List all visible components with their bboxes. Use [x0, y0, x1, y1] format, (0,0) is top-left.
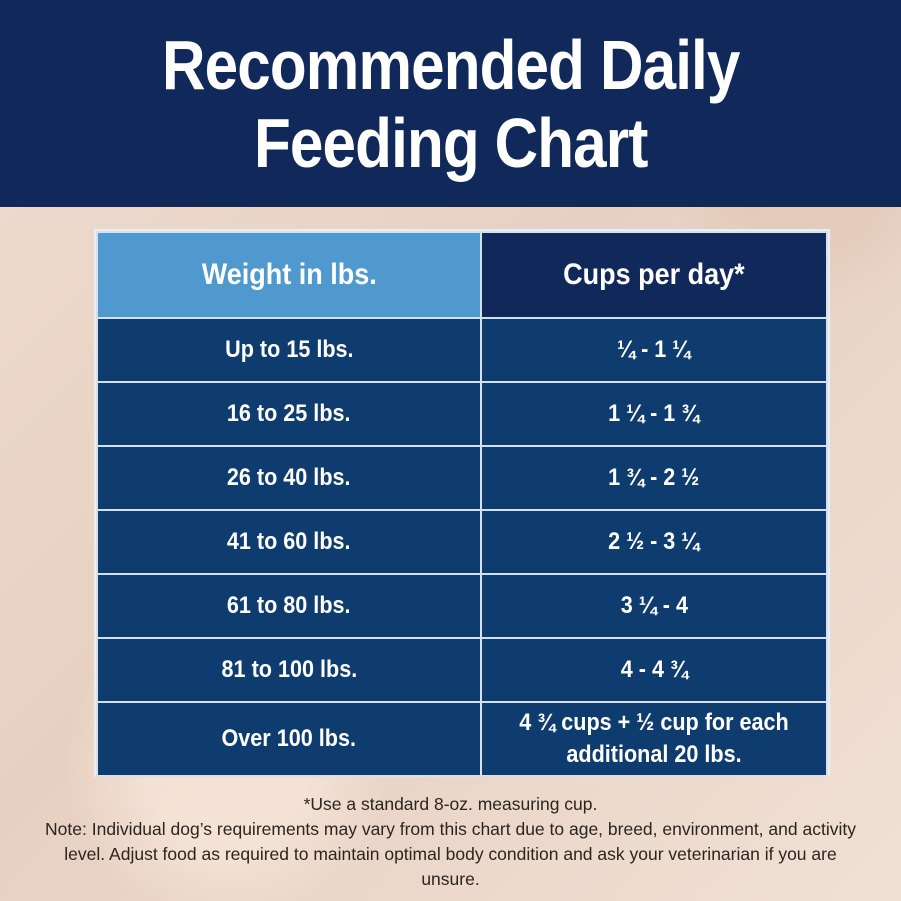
- disclaimer-note: Note: Individual dog’s requirements may …: [45, 819, 856, 889]
- feeding-table-container: Weight in lbs. Cups per day* Up to 15 lb…: [94, 229, 830, 777]
- title-banner: Recommended Daily Feeding Chart: [0, 0, 901, 207]
- table-row: 16 to 25 lbs. 1 ¼ - 1 ¾: [96, 381, 828, 447]
- cups-cell: 2 ½ - 3 ¼: [480, 509, 828, 575]
- table-row: Up to 15 lbs. ¼ - 1 ¼: [96, 317, 828, 383]
- table-header-row: Weight in lbs. Cups per day*: [96, 231, 828, 319]
- table-row: 61 to 80 lbs. 3 ¼ - 4: [96, 573, 828, 639]
- table-row: 81 to 100 lbs. 4 - 4 ¾: [96, 637, 828, 703]
- weight-cell: 26 to 40 lbs.: [96, 445, 482, 511]
- cups-cell: 1 ¼ - 1 ¾: [480, 381, 828, 447]
- footnotes: *Use a standard 8-oz. measuring cup. Not…: [40, 792, 861, 892]
- weight-cell: 61 to 80 lbs.: [96, 573, 482, 639]
- cups-cell: 1 ¾ - 2 ½: [480, 445, 828, 511]
- column-header-weight: Weight in lbs.: [96, 231, 482, 319]
- column-header-cups: Cups per day*: [480, 231, 828, 319]
- table-row: 26 to 40 lbs. 1 ¾ - 2 ½: [96, 445, 828, 511]
- cups-cell: ¼ - 1 ¼: [480, 317, 828, 383]
- table-row: Over 100 lbs. 4 ¾ cups + ½ cup for each …: [96, 701, 828, 777]
- cups-cell: 4 - 4 ¾: [480, 637, 828, 703]
- weight-cell: Over 100 lbs.: [96, 701, 482, 777]
- cups-cell: 4 ¾ cups + ½ cup for each additional 20 …: [480, 701, 828, 777]
- measuring-footnote: *Use a standard 8-oz. measuring cup.: [303, 794, 598, 814]
- table-row: 41 to 60 lbs. 2 ½ - 3 ¼: [96, 509, 828, 575]
- cups-cell: 3 ¼ - 4: [480, 573, 828, 639]
- weight-cell: 16 to 25 lbs.: [96, 381, 482, 447]
- page-title: Recommended Daily Feeding Chart: [162, 26, 740, 182]
- weight-cell: Up to 15 lbs.: [96, 317, 482, 383]
- weight-cell: 81 to 100 lbs.: [96, 637, 482, 703]
- weight-cell: 41 to 60 lbs.: [96, 509, 482, 575]
- feeding-table: Weight in lbs. Cups per day* Up to 15 lb…: [96, 231, 828, 777]
- title-line-2: Feeding Chart: [253, 103, 648, 182]
- title-line-1: Recommended Daily: [161, 25, 740, 104]
